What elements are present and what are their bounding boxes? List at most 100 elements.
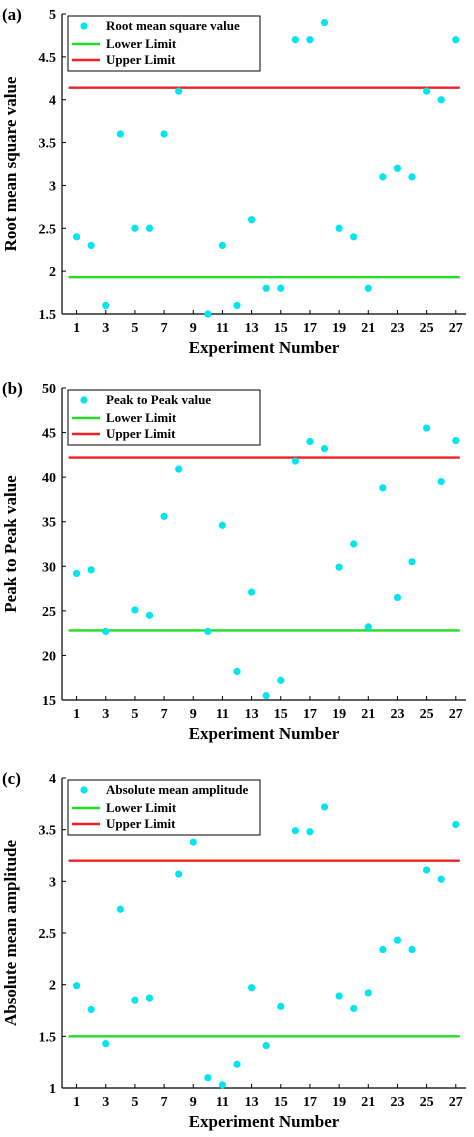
data-point — [335, 992, 343, 1000]
y-tick-label: 35 — [42, 516, 56, 531]
data-point — [452, 436, 460, 445]
data-point — [175, 87, 183, 95]
data-point — [218, 1081, 227, 1089]
data-point — [248, 588, 256, 596]
x-tick-label: 11 — [216, 321, 229, 336]
y-tick-label: 15 — [42, 694, 56, 709]
x-tick-label: 27 — [449, 1095, 463, 1110]
data-point — [350, 233, 358, 241]
data-point — [306, 828, 314, 836]
x-tick-label: 25 — [420, 707, 434, 722]
data-point — [393, 164, 402, 172]
data-point — [145, 224, 154, 232]
data-point — [277, 284, 285, 292]
y-tick-label: 3.5 — [39, 824, 57, 839]
data-point — [291, 457, 299, 465]
x-tick-label: 15 — [274, 321, 288, 336]
x-axis-title: Experiment Number — [189, 1112, 340, 1131]
y-tick-label: 1.5 — [39, 1030, 57, 1045]
x-tick-label: 17 — [303, 707, 317, 722]
y-tick-label: 40 — [42, 471, 56, 486]
data-point — [175, 870, 183, 878]
y-tick-label: 3.5 — [39, 137, 57, 152]
data-point — [145, 994, 154, 1002]
data-point — [306, 36, 314, 44]
x-tick-label: 9 — [190, 1095, 197, 1110]
y-axis-title: Peak to Peak value — [1, 475, 20, 613]
data-point — [277, 676, 285, 684]
x-tick-label: 13 — [245, 1095, 259, 1110]
y-tick-label: 2.5 — [39, 222, 57, 237]
y-tick-label: 50 — [42, 382, 56, 397]
data-point — [248, 216, 256, 224]
x-tick-label: 1 — [73, 707, 80, 722]
legend-label: Lower Limit — [106, 410, 177, 425]
x-tick-label: 13 — [245, 707, 259, 722]
data-point — [131, 224, 139, 232]
legend-label: Upper Limit — [106, 52, 176, 67]
data-point — [262, 1042, 270, 1050]
data-point — [306, 437, 314, 446]
x-tick-label: 5 — [131, 321, 138, 336]
data-point — [262, 691, 270, 700]
data-point — [379, 484, 387, 492]
x-tick-label: 27 — [449, 321, 463, 336]
data-point — [452, 820, 460, 829]
x-tick-label: 19 — [332, 1095, 346, 1110]
data-point — [437, 96, 445, 104]
legend-marker-points — [80, 22, 88, 30]
y-tick-label: 45 — [42, 427, 56, 442]
data-point — [364, 989, 372, 997]
legend-marker-points — [80, 786, 88, 794]
data-point — [233, 667, 241, 676]
data-point — [145, 611, 154, 619]
legend-label: Peak to Peak value — [106, 392, 211, 407]
data-point — [335, 563, 343, 571]
y-axis-title: Absolute mean amplitude — [1, 840, 20, 1027]
data-point — [218, 521, 227, 529]
data-point — [248, 984, 256, 992]
x-tick-label: 7 — [161, 321, 168, 336]
chart-panel-3: 1 3 5 7 9 11 13 15 17 19 21 23 25 2711.522.533.54Expe… — [1, 769, 466, 1131]
data-point — [233, 1060, 241, 1068]
y-tick-label: 3 — [49, 875, 56, 890]
data-point — [423, 87, 431, 95]
chart-panel-2: 1 3 5 7 9 11 13 15 17 19 21 23 25 271520253035404550E… — [1, 379, 466, 743]
x-tick-label: 19 — [332, 707, 346, 722]
data-point — [393, 936, 402, 944]
data-point — [364, 623, 372, 631]
data-point — [379, 173, 387, 181]
x-tick-label: 13 — [245, 321, 259, 336]
legend-marker-points — [80, 396, 88, 404]
y-axis-title: Root mean square value — [1, 76, 20, 251]
data-point — [423, 866, 431, 874]
x-tick-label: 11 — [216, 707, 229, 722]
data-point — [131, 996, 139, 1004]
x-tick-label: 1 — [73, 321, 80, 336]
data-point — [452, 36, 460, 44]
data-point — [160, 512, 168, 520]
data-point — [233, 301, 241, 310]
data-point — [175, 465, 183, 473]
data-point — [116, 130, 124, 138]
x-tick-label: 9 — [190, 321, 197, 336]
data-point — [72, 569, 81, 578]
data-point — [102, 1039, 110, 1048]
x-tick-label: 17 — [303, 1095, 317, 1110]
legend-label: Upper Limit — [106, 426, 176, 441]
y-tick-label: 3 — [49, 179, 56, 194]
legend-label: Absolute mean amplitude — [106, 782, 249, 797]
y-tick-label: 1 — [49, 1082, 56, 1097]
x-tick-label: 21 — [361, 707, 375, 722]
data-point — [393, 593, 402, 602]
y-tick-label: 4 — [49, 772, 56, 787]
panel-label: (b) — [2, 379, 23, 398]
x-tick-label: 21 — [361, 321, 375, 336]
y-tick-label: 4.5 — [39, 51, 57, 66]
y-tick-label: 2 — [49, 979, 56, 994]
x-tick-label: 15 — [274, 707, 288, 722]
chart-panel-1: 1 3 5 7 9 11 13 15 17 19 21 23 25 271.522.533.544.55E… — [1, 5, 466, 357]
data-point — [87, 566, 95, 574]
x-tick-label: 23 — [390, 707, 404, 722]
